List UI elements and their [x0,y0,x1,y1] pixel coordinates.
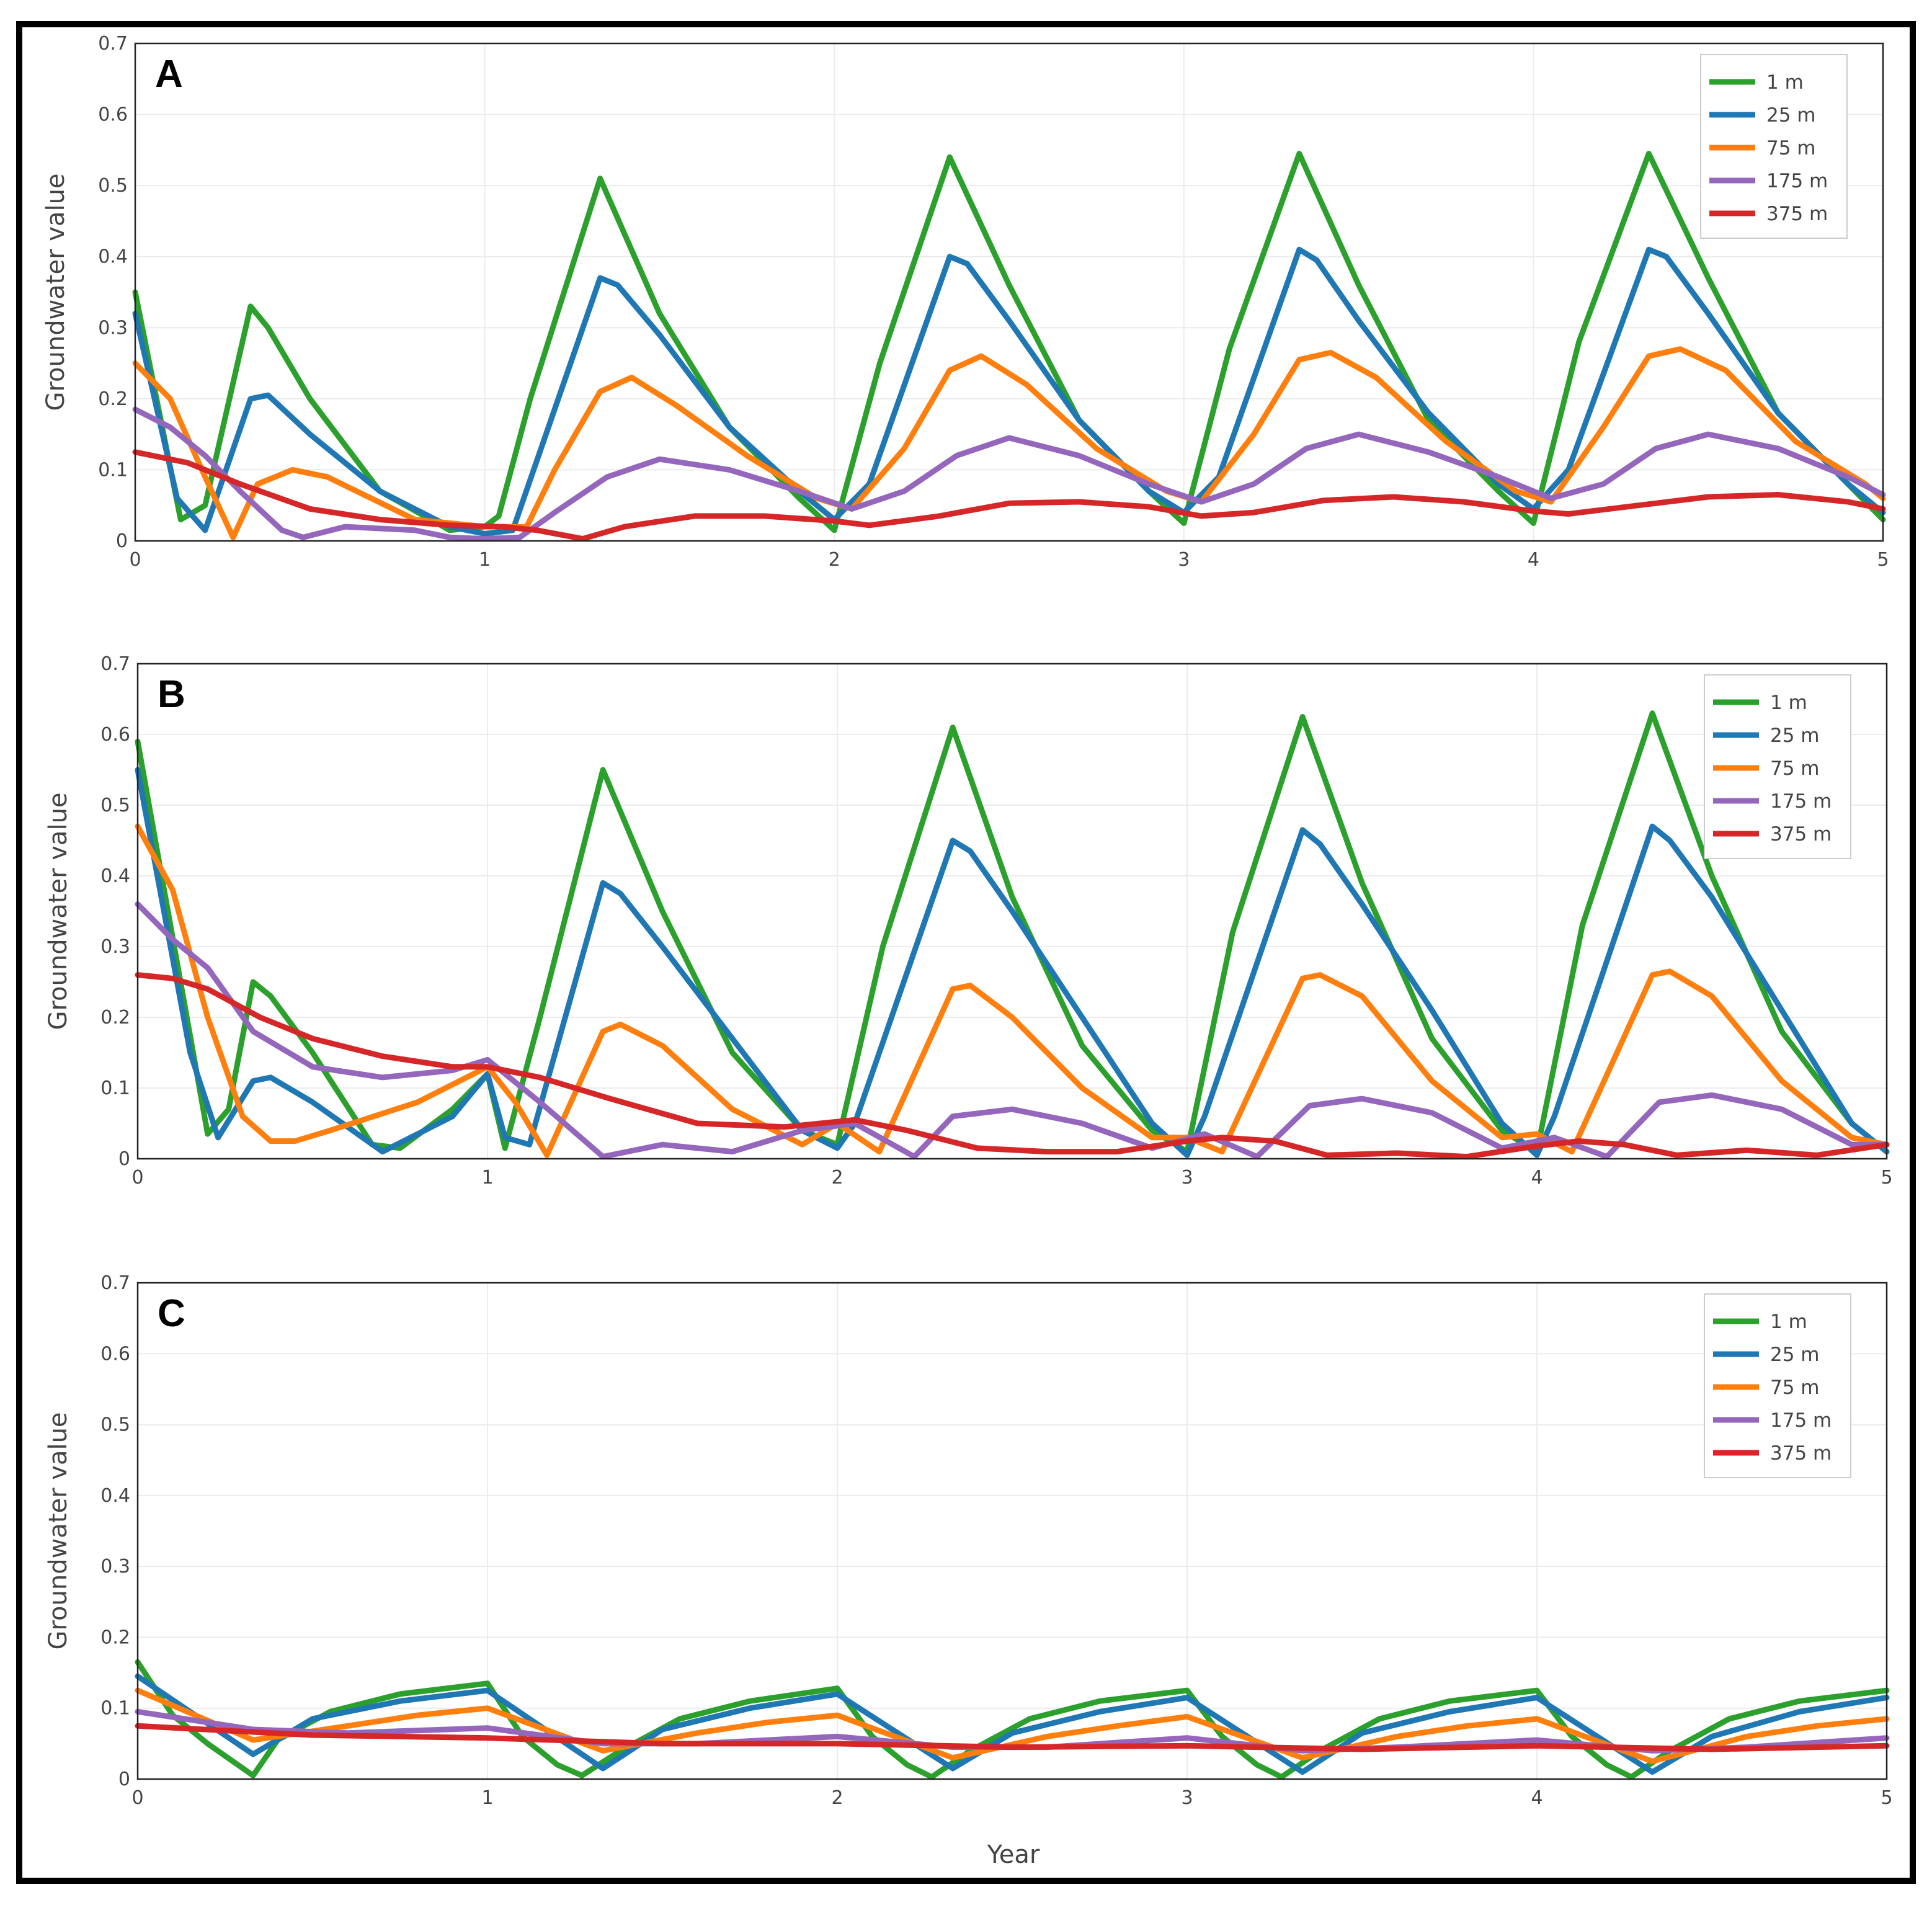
y-tick-label: 0.6 [100,724,130,746]
x-axis-label: Year [987,1840,1040,1869]
y-tick-label: 0.3 [98,317,128,339]
y-tick-label: 0.1 [100,1698,130,1720]
y-tick-label: 0 [118,1148,130,1170]
panel-a: 0 1 2 3 4 5 0 0.1 0.2 0.3 0.4 0.5 0.6 0.7 Groundwater … [42,33,1889,571]
x-tick-label: 0 [129,549,141,571]
x-tick-label: 5 [1881,1167,1892,1189]
plot-area [138,1283,1887,1779]
legend: 1 m 25 m 75 m 175 m 375 m [1700,54,1848,239]
panel-c: 0 1 2 3 4 5 0 0.1 0.2 0.3 0.4 0.5 0.6 0.7 Groundwater … [44,1272,1893,1809]
legend-entry: 1 m [1770,692,1807,714]
legend-entry: 375 m [1766,203,1828,225]
legend: 1 m 25 m 75 m 175 m 375 m [1704,674,1851,859]
series-line-175m [132,406,1886,542]
legend-entry: 175 m [1770,790,1832,813]
legend-entry: 375 m [1770,1442,1832,1465]
x-tick-label: 3 [1181,1787,1193,1809]
y-tick-label: 0.3 [100,1556,130,1577]
y-tick-label: 0.3 [100,936,130,958]
legend-entry: 75 m [1770,757,1820,780]
legend-entry: 75 m [1766,137,1816,159]
y-tick-label: 0 [116,530,128,552]
x-tick-label: 0 [131,1167,143,1189]
y-tick-label: 0.2 [98,388,128,410]
legend-entry: 175 m [1770,1409,1832,1432]
y-tick-label: 0.2 [100,1007,130,1028]
x-tick-label: 1 [481,1167,493,1189]
series-line-75m [132,346,1886,540]
y-axis-label: Groundwater value [42,173,70,411]
y-tick-label: 0.6 [98,104,128,126]
series-line-375m [132,449,1886,542]
x-tick-label: 3 [1178,549,1190,571]
x-tick-label: 1 [481,1787,493,1809]
x-tick-label: 4 [1531,1167,1542,1189]
y-tick-label: 0.1 [100,1077,130,1099]
x-tick-label: 2 [831,1167,843,1189]
y-tick-label: 0.7 [100,1272,130,1294]
series-line-75m [135,823,1890,1158]
legend: 1 m 25 m 75 m 175 m 375 m [1704,1293,1851,1478]
x-tick-label: 5 [1881,1787,1892,1809]
series-line-25m [132,246,1886,537]
x-tick-label: 2 [831,1787,843,1809]
y-tick-label: 0.7 [100,653,130,675]
x-tick-label: 0 [131,1787,143,1809]
y-tick-label: 0.1 [98,459,128,481]
y-tick-label: 0.4 [100,1485,130,1507]
y-axis-label: Groundwater value [44,792,73,1030]
y-tick-label: 0.7 [98,33,128,55]
x-tick-label: 3 [1181,1167,1193,1189]
x-tick-label: 4 [1531,1787,1542,1809]
x-tick-label: 2 [829,549,840,571]
x-tick-label: 4 [1528,549,1539,571]
y-tick-label: 0.2 [100,1626,130,1648]
series-line-1m [135,710,1890,1155]
y-tick-label: 0.4 [100,865,130,887]
y-tick-label: 0.4 [98,246,128,268]
legend-entry: 375 m [1770,823,1832,845]
plot-border [136,1282,1888,1780]
legend-entry: 175 m [1766,170,1828,192]
plot-border [134,42,1884,542]
y-tick-label: 0.5 [100,795,130,816]
y-tick-label: 0.5 [98,175,128,197]
series-line-375m [135,972,1890,1160]
series-line-1m [132,151,1886,533]
panel-b: 0 1 2 3 4 5 0 0.1 0.2 0.3 0.4 0.5 0.6 0.7 Groundwater … [44,653,1893,1189]
figure-frame [16,21,1916,1884]
legend-entry: 75 m [1770,1376,1820,1399]
series-line-375m [135,1723,1890,1752]
panel-label: A [155,53,183,96]
plot-area [135,43,1883,541]
legend-entry: 25 m [1770,725,1820,747]
legend-entry: 25 m [1770,1344,1820,1366]
plot-border [136,663,1888,1160]
x-tick-label: 1 [479,549,491,571]
legend-entry: 1 m [1770,1311,1807,1333]
y-tick-label: 0 [118,1769,130,1790]
legend-entry: 1 m [1766,71,1804,94]
series-line-25m [135,767,1890,1158]
series-line-175m [135,901,1890,1160]
panel-label: C [158,1292,185,1335]
y-tick-label: 0.6 [100,1343,130,1365]
x-tick-label: 5 [1877,549,1889,571]
y-tick-label: 0.5 [100,1414,130,1436]
legend-entry: 25 m [1766,104,1816,127]
panel-label: B [158,673,185,716]
y-axis-label: Groundwater value [44,1412,73,1649]
